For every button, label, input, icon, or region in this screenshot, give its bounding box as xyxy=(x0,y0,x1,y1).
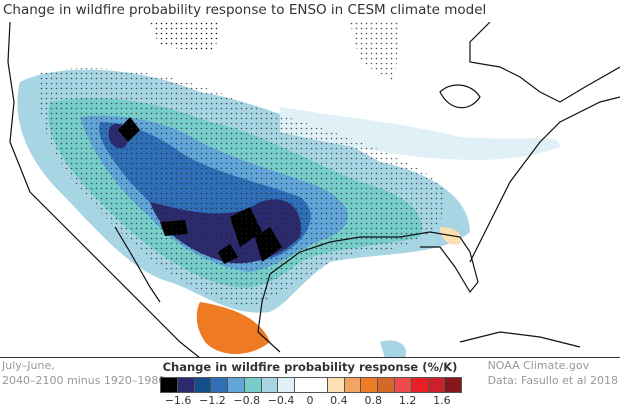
significance-stippling xyxy=(38,22,446,307)
credit-line-1: NOAA Climate.gov xyxy=(487,359,590,372)
legend-swatch xyxy=(211,378,229,392)
legend-tick-label: −0.4 xyxy=(267,394,295,407)
legend-swatch xyxy=(344,378,362,392)
legend-tick-label: 0 xyxy=(306,394,314,407)
legend-tick-label: −1.6 xyxy=(164,394,192,407)
credit-line-2: Data: Fasullo et al 2018 xyxy=(487,374,618,387)
legend-tick-label: −1.2 xyxy=(199,394,226,407)
legend-ticks: −1.6 −1.2 −0.8 −0.4 0 0.4 0.8 1.2 1.6 xyxy=(160,394,460,408)
legend-tick-label: −0.8 xyxy=(233,394,261,407)
legend-tick-label: 1.2 xyxy=(398,394,417,407)
legend-tick-label: 0.4 xyxy=(330,394,348,407)
coastlines xyxy=(7,22,620,358)
legend-swatch xyxy=(295,378,328,392)
legend-swatch xyxy=(177,378,195,392)
legend-tick-label: 0.8 xyxy=(364,394,383,407)
wildfire-map xyxy=(0,22,620,358)
period-line-2: 2040–2100 minus 1920–1980 xyxy=(2,374,166,387)
legend-swatch xyxy=(428,378,446,392)
legend-title: Change in wildfire probability response … xyxy=(162,360,458,374)
legend-swatch xyxy=(261,378,279,392)
legend-swatch xyxy=(394,378,412,392)
legend-swatch xyxy=(445,378,462,392)
legend-colorbar xyxy=(160,377,462,393)
legend-swatch xyxy=(228,378,245,392)
credit-note: NOAA Climate.gov Data: Fasullo et al 201… xyxy=(488,358,618,388)
legend-swatch xyxy=(361,378,379,392)
legend-swatch xyxy=(278,378,296,392)
legend-swatch xyxy=(161,378,178,392)
legend-swatch xyxy=(411,378,429,392)
legend-swatch xyxy=(327,378,345,392)
map-title: Change in wildfire probability response … xyxy=(3,2,487,18)
legend-tick-label: 1.6 xyxy=(433,394,451,407)
legend-swatch xyxy=(244,378,262,392)
legend-swatch xyxy=(378,378,395,392)
legend-swatch xyxy=(194,378,212,392)
period-line-1: July–June, xyxy=(2,359,55,372)
period-note: July–June, 2040–2100 minus 1920–1980 xyxy=(2,358,165,388)
